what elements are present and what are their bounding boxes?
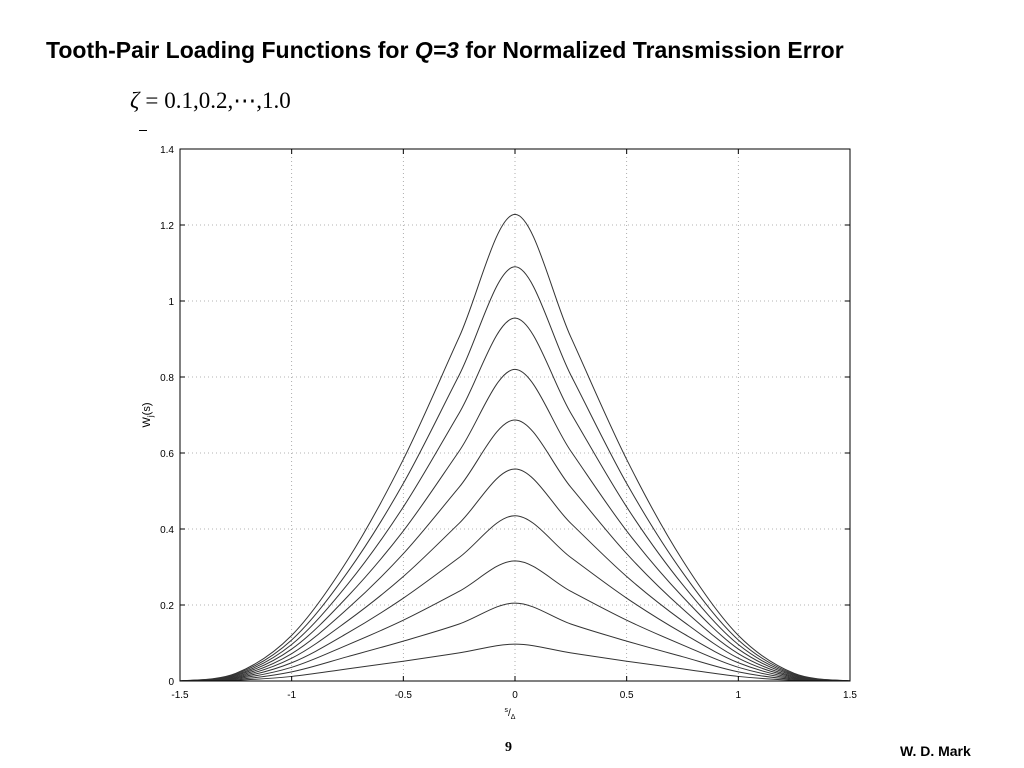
curve-zeta-0-6 bbox=[179, 419, 851, 682]
y-tick-label: 1 bbox=[168, 297, 174, 308]
y-axis-label: Wj(s) bbox=[141, 403, 155, 428]
y-tick-label: 0.8 bbox=[160, 373, 174, 384]
y-tick-label: 0.6 bbox=[160, 449, 174, 460]
curve-zeta-1 bbox=[179, 213, 851, 682]
x-axis-label: s/Δ bbox=[505, 707, 516, 721]
zeta-equals: = bbox=[145, 88, 159, 113]
page-number: 9 bbox=[505, 740, 512, 755]
x-tick-label: -1 bbox=[287, 690, 296, 701]
zeta-symbol: ζ bbox=[130, 88, 140, 113]
curve-zeta-0-3 bbox=[179, 560, 851, 682]
grid-layer bbox=[180, 149, 850, 681]
x-tick-label: 0 bbox=[512, 690, 518, 701]
x-tick-label: 0.5 bbox=[620, 690, 634, 701]
curve-zeta-0-7 bbox=[179, 368, 851, 682]
zeta-underbar bbox=[139, 130, 147, 131]
author-name: W. D. Mark bbox=[900, 743, 971, 759]
curve-zeta-0-2 bbox=[179, 602, 851, 682]
title-suffix: for Normalized Transmission Error bbox=[458, 37, 844, 63]
curve-zeta-0-9 bbox=[179, 266, 851, 682]
tick-layer: -1.5 -1 -0.5 0 0.5 1 1.5 0 0.2 0.4 0.6 0.8 1 1.2 1.4 bbox=[160, 145, 857, 701]
title-q-value: Q=3 bbox=[414, 37, 459, 63]
slide-title: Tooth-Pair Loading Functions for Q=3 for… bbox=[46, 30, 1006, 70]
curve-zeta-0-8 bbox=[179, 317, 851, 682]
y-tick-label: 0.2 bbox=[160, 601, 174, 612]
curve-zeta-0-4 bbox=[179, 515, 851, 682]
y-tick-label: 1.4 bbox=[160, 145, 174, 156]
zeta-values: 0.1,0.2,⋯,1.0 bbox=[164, 88, 291, 113]
curve-zeta-0-5 bbox=[179, 468, 851, 682]
y-tick-label: 0 bbox=[168, 677, 174, 688]
y-tick-label: 0.4 bbox=[160, 525, 174, 536]
x-tick-label: -1.5 bbox=[171, 690, 189, 701]
x-tick-label: 1 bbox=[736, 690, 742, 701]
y-tick-label: 1.2 bbox=[160, 221, 174, 232]
title-prefix: Tooth-Pair Loading Functions for bbox=[46, 37, 415, 63]
curve-layer bbox=[179, 213, 851, 682]
x-tick-label: 1.5 bbox=[843, 690, 857, 701]
zeta-formula: ζ = 0.1,0.2,⋯,1.0 bbox=[130, 88, 291, 114]
x-tick-label: -0.5 bbox=[395, 690, 413, 701]
